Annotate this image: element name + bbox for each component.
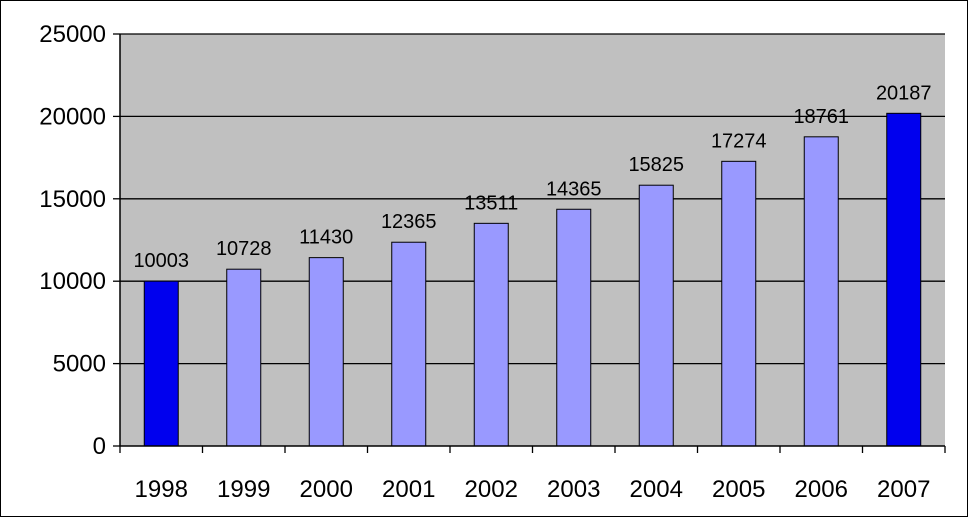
data-label-1999: 10728 bbox=[216, 238, 272, 260]
bar-1999 bbox=[226, 268, 262, 447]
bar-2004 bbox=[638, 184, 674, 447]
bar-1998 bbox=[143, 280, 179, 447]
x-tick-label-2005: 2005 bbox=[712, 476, 765, 503]
x-tick-label-2006: 2006 bbox=[795, 476, 848, 503]
x-tick-label-2000: 2000 bbox=[300, 476, 353, 503]
x-tick-label-1998: 1998 bbox=[135, 476, 188, 503]
data-label-1998: 10003 bbox=[133, 250, 189, 272]
x-tick-label-2002: 2002 bbox=[465, 476, 518, 503]
y-tick-label-20000: 20000 bbox=[39, 103, 106, 130]
bar-2002 bbox=[473, 222, 509, 447]
bars bbox=[143, 112, 922, 447]
data-label-2003: 14365 bbox=[546, 178, 602, 200]
x-tick-label-2001: 2001 bbox=[382, 476, 435, 503]
data-label-2000: 11430 bbox=[299, 227, 353, 249]
data-label-2001: 12365 bbox=[381, 211, 437, 233]
axes bbox=[113, 33, 946, 453]
bar-2006 bbox=[803, 136, 839, 447]
x-tick-labels: 1998 1999 2000 2001 2002 2003 2004 2005 2006 2007 bbox=[135, 476, 931, 503]
x-tick-label-2003: 2003 bbox=[547, 476, 600, 503]
data-label-2007: 20187 bbox=[876, 82, 932, 104]
data-labels: 10003 10728 11430 12365 13511 14365 15825 17274… bbox=[133, 82, 931, 272]
y-tick-label-25000: 25000 bbox=[39, 21, 106, 48]
x-tick-label-2004: 2004 bbox=[630, 476, 683, 503]
bar-2003 bbox=[556, 208, 592, 447]
x-tick-label-2007: 2007 bbox=[877, 476, 930, 503]
bar-2005 bbox=[721, 160, 757, 447]
data-label-2004: 15825 bbox=[628, 154, 684, 176]
y-tick-labels: 0 5000 10000 15000 20000 25000 bbox=[39, 21, 106, 460]
y-tick-label-0: 0 bbox=[93, 433, 106, 460]
data-label-2005: 17274 bbox=[711, 130, 767, 152]
y-tick-label-15000: 15000 bbox=[39, 186, 106, 213]
bar-2007 bbox=[886, 112, 922, 447]
data-label-2002: 13511 bbox=[464, 192, 518, 214]
bar-2000 bbox=[308, 257, 344, 447]
x-tick-label-1999: 1999 bbox=[217, 476, 270, 503]
y-tick-label-5000: 5000 bbox=[53, 351, 106, 378]
data-label-2006: 18761 bbox=[793, 106, 849, 128]
bar-2001 bbox=[391, 241, 427, 447]
y-tick-label-10000: 10000 bbox=[39, 268, 106, 295]
